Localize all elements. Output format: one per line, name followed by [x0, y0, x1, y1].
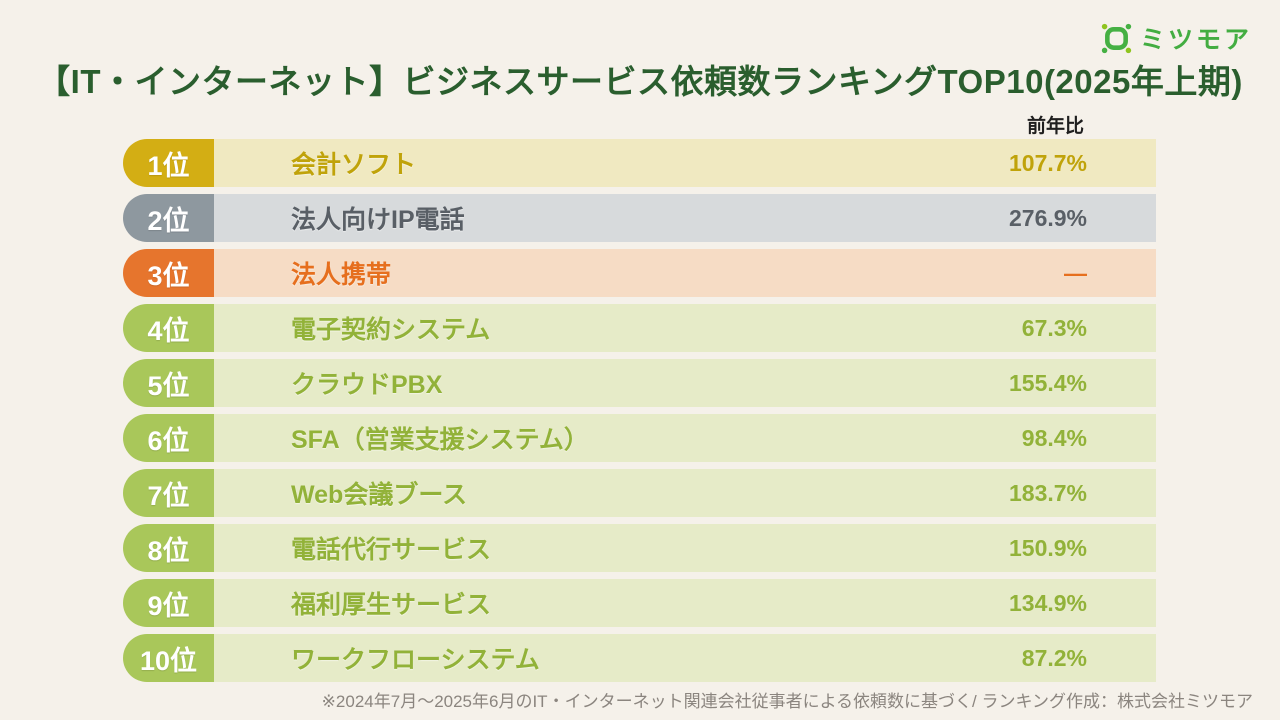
- rank-row-2: 2位 法人向けIP電話 276.9%: [123, 194, 1156, 242]
- yoy-value: 276.9%: [1008, 204, 1087, 231]
- rank-badge: 5位: [123, 359, 214, 407]
- yoy-value: 67.3%: [1021, 314, 1087, 341]
- yoy-value: 87.2%: [1021, 644, 1087, 671]
- rank-bar: 電話代行サービス 150.9%: [214, 524, 1156, 572]
- meetsmore-frame-icon: [1100, 22, 1133, 55]
- service-name: 電子契約システム: [291, 316, 491, 344]
- rank-row-10: 10位 ワークフローシステム 87.2%: [123, 634, 1156, 682]
- service-name: 法人向けIP電話: [291, 206, 465, 234]
- service-name: クラウドPBX: [291, 371, 443, 399]
- rank-badge: 9位: [123, 579, 214, 627]
- rank-bar: ワークフローシステム 87.2%: [214, 634, 1156, 682]
- rank-bar: 福利厚生サービス 134.9%: [214, 579, 1156, 627]
- yoy-column-header: 前年比: [1026, 116, 1084, 137]
- service-name: Web会議ブース: [291, 481, 468, 509]
- rank-row-8: 8位 電話代行サービス 150.9%: [123, 524, 1156, 572]
- yoy-value: 150.9%: [1008, 534, 1087, 561]
- brand-logo-text: ミツモア: [1139, 26, 1252, 54]
- rank-bar: Web会議ブース 183.7%: [214, 469, 1156, 517]
- rank-row-4: 4位 電子契約システム 67.3%: [123, 304, 1156, 352]
- yoy-value: 155.4%: [1008, 369, 1087, 396]
- service-name: 法人携帯: [291, 261, 392, 289]
- yoy-value: 134.9%: [1008, 589, 1087, 616]
- rank-badge: 3位: [123, 249, 214, 297]
- rank-row-9: 9位 福利厚生サービス 134.9%: [123, 579, 1156, 627]
- service-name: 福利厚生サービス: [291, 591, 492, 619]
- rank-bar: SFA（営業支援システム） 98.4%: [214, 414, 1156, 462]
- rank-row-7: 7位 Web会議ブース 183.7%: [123, 469, 1156, 517]
- rank-badge: 8位: [123, 524, 214, 572]
- rank-row-3: 3位 法人携帯 —: [123, 249, 1156, 297]
- rank-bar: 法人向けIP電話 276.9%: [214, 194, 1156, 242]
- rank-badge: 10位: [123, 634, 214, 682]
- yoy-value: —: [1064, 259, 1087, 286]
- rank-row-6: 6位 SFA（営業支援システム） 98.4%: [123, 414, 1156, 462]
- rank-badge: 6位: [123, 414, 214, 462]
- rank-badge: 2位: [123, 194, 214, 242]
- page-title: 【IT・インターネット】ビジネスサービス依頼数ランキングTOP10(2025年上…: [37, 63, 1243, 100]
- yoy-value: 98.4%: [1021, 424, 1087, 451]
- rank-bar: 法人携帯 —: [214, 249, 1156, 297]
- rank-bar: クラウドPBX 155.4%: [214, 359, 1156, 407]
- rank-badge: 7位: [123, 469, 214, 517]
- rank-badge: 4位: [123, 304, 214, 352]
- rank-row-1: 1位 会計ソフト 107.7%: [123, 139, 1156, 187]
- rank-bar: 会計ソフト 107.7%: [214, 139, 1156, 187]
- yoy-value: 107.7%: [1008, 149, 1087, 176]
- brand-logo: ミツモア: [1100, 20, 1252, 56]
- yoy-value: 183.7%: [1008, 479, 1087, 506]
- rank-bar: 電子契約システム 67.3%: [214, 304, 1156, 352]
- service-name: ワークフローシステム: [291, 646, 540, 674]
- service-name: 会計ソフト: [291, 151, 417, 179]
- rank-row-5: 5位 クラウドPBX 155.4%: [123, 359, 1156, 407]
- source-footnote: ※2024年7月〜2025年6月のIT・インターネット関連会社従事者による依頼数…: [321, 692, 1253, 711]
- rank-badge: 1位: [123, 139, 214, 187]
- service-name: 電話代行サービス: [291, 536, 492, 564]
- service-name: SFA（営業支援システム）: [291, 426, 589, 454]
